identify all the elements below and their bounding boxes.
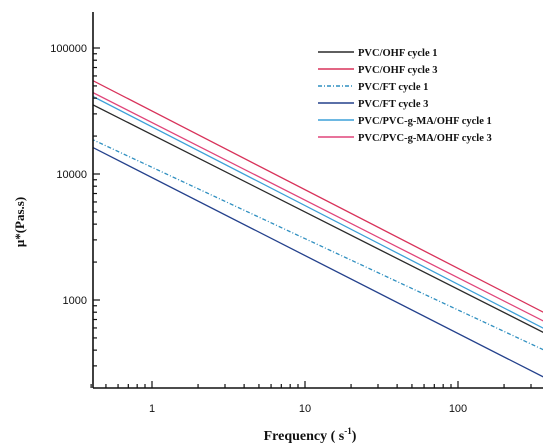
legend-label-6: PVC/PVC-g-MA/OHF cycle 3 [358,133,492,144]
legend-label-3: PVC/FT cycle 1 [358,82,428,93]
y-tick-label: 100000 [50,43,87,55]
y-tick-label: 1000 [63,295,87,307]
y-tick-label: 10000 [56,169,87,181]
series-line-4 [93,146,543,378]
legend-label-4: PVC/FT cycle 3 [358,99,428,110]
legend-label-2: PVC/OHF cycle 3 [358,65,438,76]
legend: PVC/OHF cycle 1 PVC/OHF cycle 3 PVC/FT cyc… [318,48,492,144]
legend-label-1: PVC/OHF cycle 1 [358,48,438,59]
series-line-1 [93,104,543,333]
axes [92,12,543,389]
x-axis-title-sup: -1 [344,426,352,436]
series-line-2 [93,79,543,313]
x-tick-label: 10 [299,403,311,415]
legend-label-5: PVC/PVC-g-MA/OHF cycle 1 [358,116,492,127]
y-axis-title: μ*(Pas.s) [12,197,27,247]
series-line-6 [93,91,543,322]
tick-labels: 1 10 100 1000 10000 100000 [50,43,467,415]
series-line-3 [93,139,543,351]
x-axis-title-main: Frequency ( s [264,429,345,444]
plot-lines [93,79,543,378]
x-tick-label: 1 [149,403,155,415]
x-tick-label: 100 [449,403,467,415]
series-line-5 [93,95,543,329]
x-axis-title: Frequency ( s-1) [264,426,357,444]
ticks [90,47,532,388]
x-axis-title-close: ) [352,429,357,444]
